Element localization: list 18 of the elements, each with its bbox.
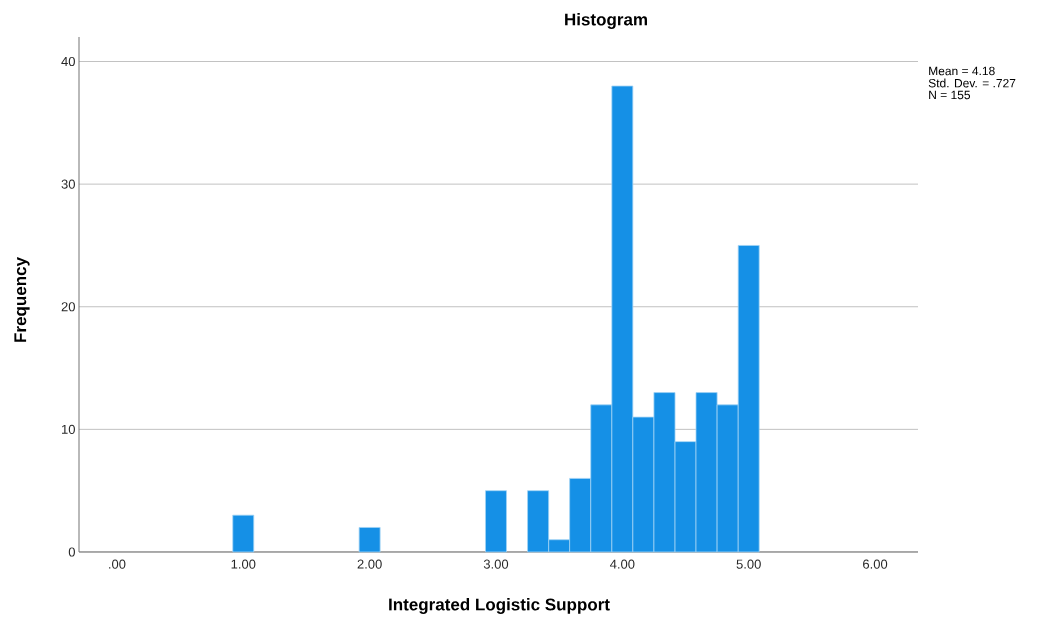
x-tick-label: .00	[109, 559, 126, 569]
x-tick-label: 1.00	[231, 559, 256, 569]
y-tick-label: 30	[61, 179, 75, 189]
x-tick-label: 2.00	[357, 559, 382, 569]
x-tick-label: 6.00	[863, 559, 888, 569]
y-tick-label: 40	[61, 56, 75, 67]
x-tick-label: 5.00	[736, 559, 761, 569]
chart-title: Histogram	[565, 13, 647, 29]
x-tick-label: 4.00	[609, 559, 635, 569]
y-tick-label: 10	[62, 424, 75, 434]
y-tick-label: 0	[68, 547, 75, 557]
y-axis-title: Frequency	[14, 257, 30, 342]
text: Std. Dev. = .727	[928, 78, 1016, 88]
text: N = 155	[929, 90, 971, 100]
x-axis-title: Integrated Logistic Support	[389, 598, 610, 614]
y-tick-label: 20	[61, 302, 75, 312]
x-tick-label: 3.00	[483, 559, 509, 569]
text: Mean = 4.18	[929, 66, 995, 76]
